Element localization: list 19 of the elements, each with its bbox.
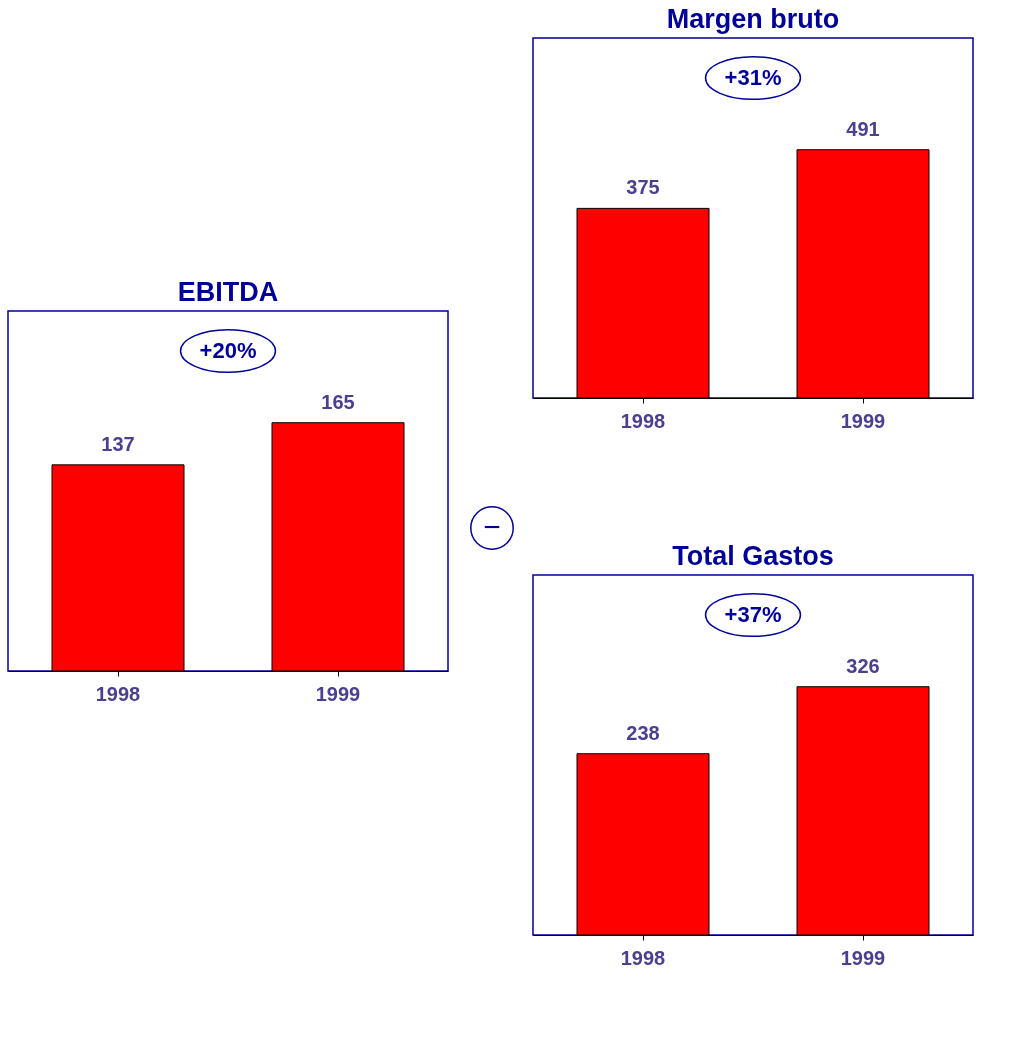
data-label: 326 (846, 654, 880, 677)
data-label: 491 (846, 117, 880, 140)
text: − (483, 510, 501, 543)
text: +20% (199, 338, 257, 363)
data-label: 375 (626, 176, 660, 199)
x-tick-label: 1999 (315, 682, 361, 705)
data-label: 238 (626, 721, 660, 744)
x-tick-label: 1999 (840, 409, 886, 432)
x-tick-label: 1998 (620, 946, 666, 969)
text: +37% (724, 602, 782, 627)
x-tick-label: 1998 (95, 682, 141, 705)
x-tick-label: 1999 (840, 946, 886, 969)
text: +31% (724, 65, 782, 90)
data-label: 137 (101, 432, 135, 455)
chart-title: Total Gastos (672, 541, 834, 571)
data-label: 165 (321, 390, 355, 413)
x-tick-label: 1998 (620, 409, 666, 432)
chart-title: EBITDA (177, 277, 279, 307)
chart-title: Margen bruto (666, 4, 840, 34)
